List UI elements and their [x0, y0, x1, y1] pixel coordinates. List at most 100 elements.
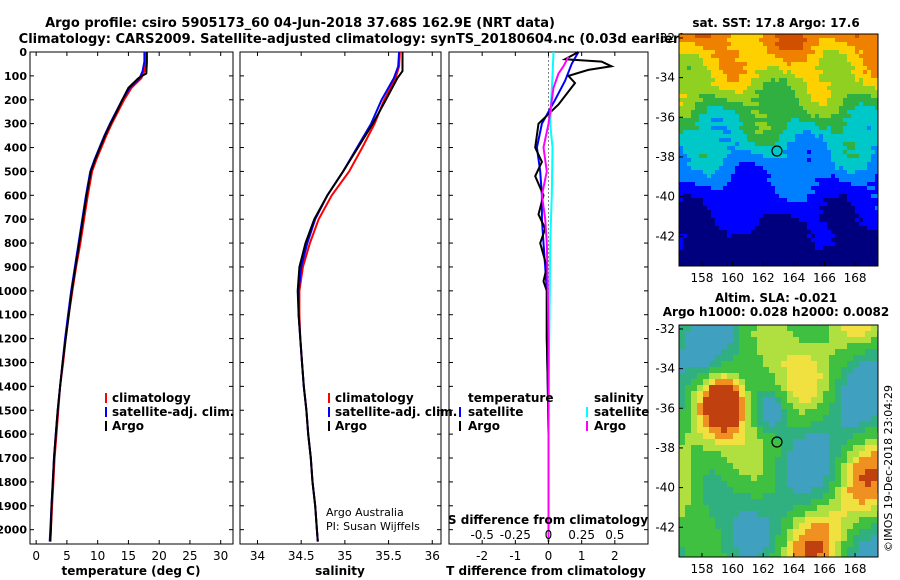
map-cell [759, 142, 763, 146]
map-cell [791, 234, 795, 238]
map-cell [711, 114, 715, 118]
map-cell [855, 86, 859, 90]
map-cell [823, 487, 829, 493]
map-cell [835, 238, 839, 242]
map-cell [763, 226, 767, 230]
map-cell [721, 445, 727, 451]
map-cell [851, 122, 855, 126]
map-cell [727, 391, 733, 397]
map-cell [685, 499, 691, 505]
map-cell [771, 162, 775, 166]
map-cell [859, 42, 863, 46]
map-cell [835, 138, 839, 142]
map-cell [855, 106, 859, 110]
map-cell [783, 102, 787, 106]
map-cell [853, 475, 859, 481]
map-cell [827, 82, 831, 86]
map-cell [679, 433, 685, 439]
map-cell [853, 463, 859, 469]
map-cell [751, 373, 757, 379]
map-cell [829, 343, 835, 349]
map-cell [839, 206, 843, 210]
map-cell [731, 34, 735, 38]
map-cell [711, 122, 715, 126]
map-cell [709, 427, 715, 433]
map-cell [823, 367, 829, 373]
map-cell [755, 174, 759, 178]
map-cell [751, 230, 755, 234]
map-cell [855, 162, 859, 166]
map-cell [719, 230, 723, 234]
map-cell [763, 397, 769, 403]
map-cell [781, 481, 787, 487]
map-cell [691, 409, 697, 415]
map-cell [727, 50, 731, 54]
map-cell [679, 487, 685, 493]
map-cell [783, 154, 787, 158]
map-cell [683, 66, 687, 70]
map-cell [727, 126, 731, 130]
map-cell [829, 511, 835, 517]
map-cell [727, 547, 733, 553]
map-cell [859, 238, 863, 242]
map-cell [703, 331, 709, 337]
map-cell [783, 166, 787, 170]
map-cell [805, 409, 811, 415]
map-cell [707, 98, 711, 102]
map-cell [697, 415, 703, 421]
map-cell [763, 499, 769, 505]
map-cell [679, 62, 683, 66]
map-cell [859, 174, 863, 178]
map-cell [679, 535, 685, 541]
map-cell [831, 58, 835, 62]
map-cell [687, 218, 691, 222]
map-cell [815, 98, 819, 102]
map-cell [735, 202, 739, 206]
map-cell [723, 54, 727, 58]
map-cell [829, 361, 835, 367]
map-cell [775, 397, 781, 403]
map-cell [775, 499, 781, 505]
map-cell [791, 218, 795, 222]
map-cell [703, 403, 709, 409]
map-cell [731, 118, 735, 122]
map-cell [779, 222, 783, 226]
map-cell [841, 361, 847, 367]
map-cell [709, 391, 715, 397]
map-cell [715, 367, 721, 373]
map-cell [771, 170, 775, 174]
map-cell [763, 493, 769, 499]
map-cell [743, 66, 747, 70]
map-cell [687, 154, 691, 158]
map-cell [715, 134, 719, 138]
series-argo [49, 52, 148, 542]
map-cell [829, 415, 835, 421]
map-cell [835, 218, 839, 222]
map-cell [691, 463, 697, 469]
map-cell [787, 82, 791, 86]
map-cell [819, 86, 823, 90]
map-cell [721, 325, 727, 331]
map-cell [699, 38, 703, 42]
map-cell [853, 511, 859, 517]
map-cell [823, 58, 827, 62]
map-cell [807, 214, 811, 218]
map-cell [751, 349, 757, 355]
map-cell [733, 409, 739, 415]
map-cell [793, 511, 799, 517]
map-cell [831, 70, 835, 74]
map-cell [859, 158, 863, 162]
map-cell [719, 86, 723, 90]
s-tick-label: 0.5 [605, 528, 624, 542]
map-cell [787, 385, 793, 391]
map-cell [779, 58, 783, 62]
map-cell [719, 90, 723, 94]
map-cell [843, 62, 847, 66]
map-cell [707, 162, 711, 166]
map-cell [687, 82, 691, 86]
map-cell [827, 238, 831, 242]
map-cell [679, 547, 685, 553]
map-cell [841, 373, 847, 379]
map-cell [787, 194, 791, 198]
map-cell [687, 166, 691, 170]
